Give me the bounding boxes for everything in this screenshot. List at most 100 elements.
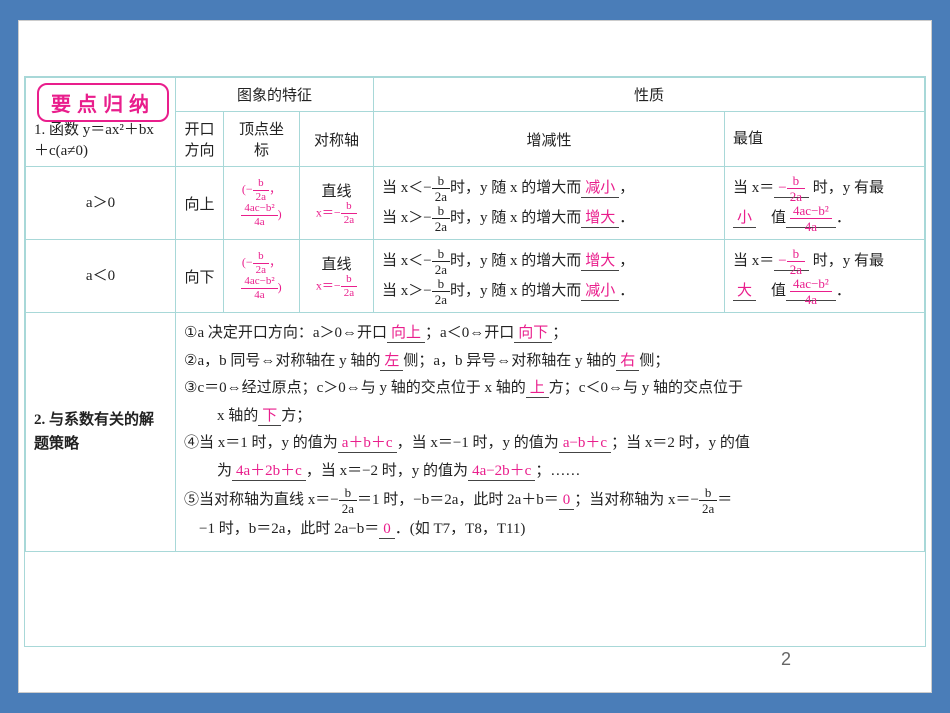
ext-neg-xpost: 时，y 有最 — [813, 253, 884, 269]
summary-badge: 要点归纳 — [37, 83, 169, 122]
r2-a1: 左 — [380, 353, 403, 371]
feature-header: 图象的特征 — [176, 78, 374, 112]
r3-end: 方； — [281, 408, 311, 424]
r5-mid1: ＝1 时，−b＝2a，此时 2a＋b＝ — [357, 492, 559, 508]
r4-mid2: ；当 x＝2 时，y 的值 — [611, 435, 750, 451]
rule-5b: −1 时，b＝2a，此时 2a−b＝0．(如 T7，T8，T11) — [184, 517, 916, 543]
r4-pre: ④当 x＝1 时，y 的值为 — [184, 435, 338, 451]
ext-pos-xnum: b — [787, 174, 805, 189]
ext-neg-kind: 大 — [733, 283, 756, 301]
ext-pos-xden: 2a — [787, 189, 805, 203]
dir-pos: 向上 — [176, 167, 224, 240]
r1-pre: ①a 决定开口方向：a＞0⇔开口 — [184, 325, 387, 341]
property-header: 性质 — [374, 78, 925, 112]
dir-neg: 向下 — [176, 240, 224, 313]
r2-end: 侧； — [639, 353, 669, 369]
vtx-pos-ynum: 4ac−b² — [241, 203, 277, 216]
mono-neg-gt-pre: 当 x＞− — [382, 283, 432, 299]
r5-den2: 2a — [699, 501, 717, 515]
vertex-neg: (−b2a， 4ac−b²4a) — [224, 240, 300, 313]
axis-neg-den: 2a — [341, 287, 357, 299]
vtx-pos-yden: 4a — [241, 216, 277, 228]
r4-a1: a＋b＋c — [338, 435, 397, 453]
rule-3b: x 轴的下方； — [184, 404, 916, 430]
rules-cell: ①a 决定开口方向：a＞0⇔开口向上；a＜0⇔开口向下； ②a，b 同号⇔对称轴… — [176, 313, 925, 552]
badge-text: 要点归纳 — [51, 94, 155, 116]
ext-pos: 当 x＝−b2a 时，y 有最 小 值4ac−b²4a． — [724, 167, 924, 240]
r2-a2: 右 — [616, 353, 639, 371]
mono-neg: 当 x＜−b2a时，y 随 x 的增大而增大， 当 x＞−b2a时，y 随 x … — [374, 240, 725, 313]
axis-pos-den: 2a — [341, 214, 357, 226]
cond-pos: a＞0 — [26, 167, 176, 240]
r1-end: ； — [552, 325, 567, 341]
axis-neg-num: b — [341, 274, 357, 287]
r3-mid: 方；c＜0⇔与 y 轴的交点位于 — [549, 380, 743, 396]
function-label: 1. 函数 y＝ax²＋bx＋c(a≠0) — [34, 122, 154, 159]
extreme-header: 最值 — [724, 112, 924, 167]
page: 要点归纳 1. 函数 y＝ax²＋bx＋c(a≠0) 图象的特征 性质 开口方向… — [18, 20, 932, 693]
r5-num1: b — [339, 486, 357, 501]
r5-mid3: ＝ — [717, 492, 732, 508]
rule-4b: 为4a＋2b＋c，当 x＝−2 时，y 的值为4a−2b＋c；…… — [184, 459, 916, 485]
r2-mid: 侧；a，b 异号⇔对称轴在 y 轴的 — [403, 353, 616, 369]
rule-5: ⑤当对称轴为直线 x＝−b2a＝1 时，−b＝2a，此时 2a＋b＝0；当对称轴… — [184, 486, 916, 515]
ext-neg-valnum: 4ac−b² — [790, 277, 832, 292]
r4-mid3: ，当 x＝−2 时，y 的值为 — [306, 463, 468, 479]
ext-pos-xpre: 当 x＝ — [733, 180, 774, 196]
rule-3: ③c＝0⇔经过原点；c＞0⇔与 y 轴的交点位于 x 轴的上方；c＜0⇔与 y … — [184, 376, 916, 402]
cond-neg: a＜0 — [26, 240, 176, 313]
r3-a1: 上 — [526, 380, 549, 398]
axis-header: 对称轴 — [300, 112, 374, 167]
ext-pos-xpost: 时，y 有最 — [813, 180, 884, 196]
r4-mid1: ，当 x＝−1 时，y 的值为 — [397, 435, 559, 451]
rule-1: ①a 决定开口方向：a＞0⇔开口向上；a＜0⇔开口向下； — [184, 321, 916, 347]
main-table: 1. 函数 y＝ax²＋bx＋c(a≠0) 图象的特征 性质 开口方向 顶点坐标… — [25, 77, 925, 552]
rules-row: 2. 与系数有关的解题策略 ①a 决定开口方向：a＞0⇔开口向上；a＜0⇔开口向… — [26, 313, 925, 552]
vertex-header: 顶点坐标 — [224, 112, 300, 167]
ext-pos-vallabel: 值 — [771, 210, 786, 226]
rule-2: ②a，b 同号⇔对称轴在 y 轴的左侧；a，b 异号⇔对称轴在 y 轴的右侧； — [184, 349, 916, 375]
ext-pos-kind: 小 — [733, 210, 756, 228]
r5-end: ．(如 T7，T8，T11) — [395, 521, 526, 537]
vtx-neg-yden: 4a — [241, 289, 277, 301]
ext-neg-xnum: b — [787, 247, 805, 262]
rule-4: ④当 x＝1 时，y 的值为a＋b＋c，当 x＝−1 时，y 的值为a−b＋c；… — [184, 431, 916, 457]
mono-pos: 当 x＜−b2a时，y 随 x 的增大而减小， 当 x＞−b2a时，y 随 x … — [374, 167, 725, 240]
r5-mid2: ；当对称轴为 x＝− — [574, 492, 699, 508]
ext-neg: 当 x＝−b2a 时，y 有最 大 值4ac−b²4a． — [724, 240, 924, 313]
r5-a2: 0 — [379, 521, 395, 539]
mono-neg-lt-post: 时，y 随 x 的增大而 — [450, 253, 581, 269]
r3-a2: 下 — [258, 408, 281, 426]
axis-neg: 直线 x＝−b2a — [300, 240, 374, 313]
page-number: 2 — [781, 649, 791, 670]
ext-pos-valnum: 4ac−b² — [790, 204, 832, 219]
r4-end: ；…… — [535, 463, 580, 479]
r5-den1: 2a — [339, 501, 357, 515]
r4-a2: a−b＋c — [559, 435, 611, 453]
mono-neg-lt-ans: 增大 — [581, 253, 619, 271]
row-a-negative: a＜0 向下 (−b2a， 4ac−b²4a) 直线 x＝−b2a 当 x＜−b… — [26, 240, 925, 313]
mono-pos-gt-pre: 当 x＞− — [382, 210, 432, 226]
mono-pos-lt-post: 时，y 随 x 的增大而 — [450, 180, 581, 196]
ext-neg-valden: 4a — [790, 292, 832, 306]
vtx-neg-ynum: 4ac−b² — [241, 276, 277, 289]
vertex-pos: (−b2a， 4ac−b²4a) — [224, 167, 300, 240]
mono-neg-gt-den: 2a — [432, 292, 450, 306]
r1-a1: 向上 — [387, 325, 425, 343]
ext-neg-xpre: 当 x＝ — [733, 253, 774, 269]
mono-neg-gt-num: b — [432, 277, 450, 292]
mono-pos-lt-ans: 减小 — [581, 180, 619, 198]
ext-pos-valden: 4a — [790, 219, 832, 233]
r4-a4: 4a−2b＋c — [468, 463, 535, 481]
r5-pre: ⑤当对称轴为直线 x＝− — [184, 492, 339, 508]
r2-pre: ②a，b 同号⇔对称轴在 y 轴的 — [184, 353, 380, 369]
r1-mid: ；a＜0⇔开口 — [425, 325, 514, 341]
r3b-pre: x 轴的 — [217, 408, 258, 424]
vtx-neg-xnum: b — [253, 251, 269, 264]
mono-neg-lt-pre: 当 x＜− — [382, 253, 432, 269]
r1-a2: 向下 — [514, 325, 552, 343]
mono-pos-gt-post: 时，y 随 x 的增大而 — [450, 210, 581, 226]
r4b-pre: 为 — [217, 463, 232, 479]
vtx-pos-xnum: b — [253, 178, 269, 191]
table-frame: 1. 函数 y＝ax²＋bx＋c(a≠0) 图象的特征 性质 开口方向 顶点坐标… — [24, 76, 926, 647]
